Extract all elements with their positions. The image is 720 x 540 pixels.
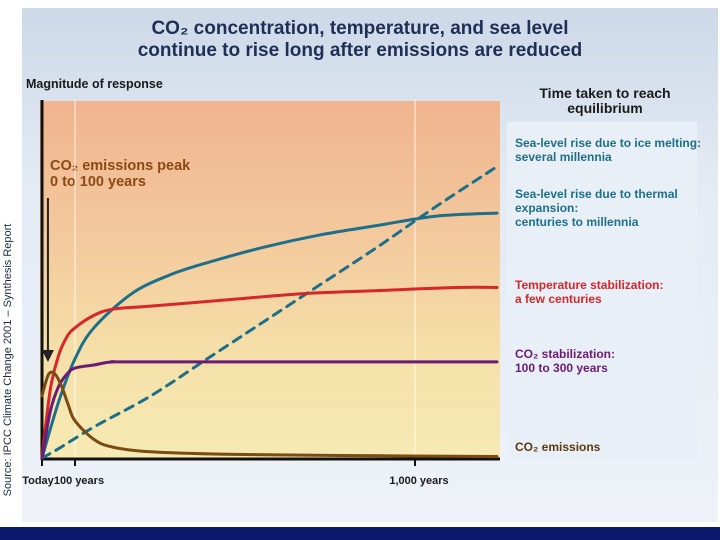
legend-label: a few centuries: [515, 292, 602, 306]
peak-arrow-head: [41, 350, 54, 362]
legend-label: Sea-level rise due to ice melting:: [515, 136, 702, 150]
x-tick-label: Today: [22, 475, 54, 487]
legend-entry-sea-thermal: Sea-level rise due to thermal expansion:…: [515, 187, 678, 229]
x-tick-label: 1,000 years: [389, 475, 448, 487]
series-line-temperature: [40, 285, 499, 460]
emissions-peak-annotation: CO₂ emissions peak 0 to 100 years: [50, 158, 190, 190]
legend-entry-sea-ice: Sea-level rise due to ice melting: sever…: [515, 136, 701, 164]
x-tick-label: 100 years: [54, 475, 104, 487]
legend-entry-temperature: Temperature stabilization: a few centuri…: [515, 278, 663, 306]
chart-title: CO₂ concentration, temperature, and sea …: [120, 18, 600, 62]
slide-footer-bar: [0, 527, 720, 540]
legend-label: Temperature stabilization:: [515, 278, 664, 292]
legend-label: expansion:: [515, 201, 579, 215]
legend-label: Sea-level rise due to thermal: [515, 187, 678, 201]
legend-label: several millennia: [515, 150, 612, 164]
legend-label: centuries to millennia: [515, 215, 639, 229]
series-line-sea_ice: [40, 165, 499, 460]
annotation-line-2: 0 to 100 years: [50, 174, 146, 190]
legend-label: CO₂ stabilization:: [515, 347, 616, 361]
series-line-co2_emissions: [40, 370, 499, 458]
chart-title-line-1: CO₂ concentration, temperature, and sea …: [151, 18, 569, 39]
legend-title: Time taken to reach equilibrium: [539, 85, 671, 116]
chart-title-line-2: continue to rise long after emissions ar…: [137, 40, 583, 61]
legend-panel: [507, 122, 697, 459]
y-axis-label: Magnitude of response: [26, 77, 163, 91]
legend-entry-co2-stabilization: CO₂ stabilization: 100 to 300 years: [515, 347, 615, 375]
legend-label: 100 to 300 years: [515, 361, 608, 375]
legend-label: CO₂ emissions: [515, 440, 601, 454]
legend-entry-co2-emissions: CO₂ emissions: [515, 440, 600, 454]
series-line-sea_thermal: [40, 211, 499, 460]
plot-area: [40, 101, 500, 458]
annotation-line-1: CO₂ emissions peak: [50, 158, 191, 174]
series-line-co2_conc: [40, 360, 499, 460]
